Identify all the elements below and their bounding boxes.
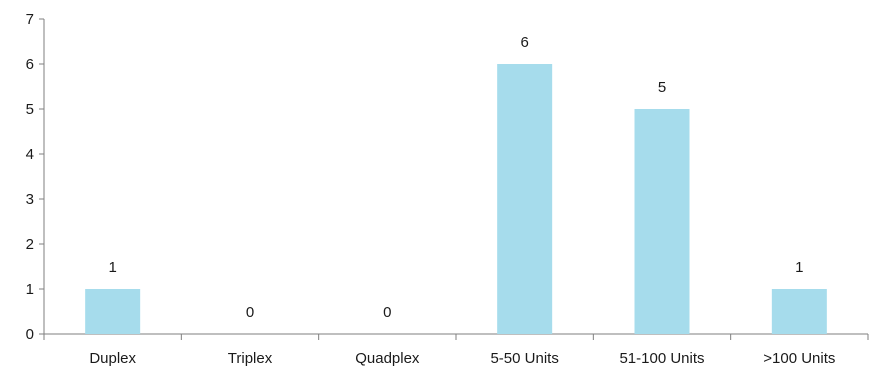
x-tick-label: Triplex bbox=[228, 350, 273, 367]
bar bbox=[497, 64, 553, 334]
y-tick-label: 4 bbox=[26, 146, 34, 163]
y-tick-label: 6 bbox=[26, 56, 34, 73]
y-tick-label: 2 bbox=[26, 236, 34, 253]
y-axis: 0 1 2 3 4 5 6 7 bbox=[26, 11, 45, 343]
y-tick-label: 3 bbox=[26, 191, 34, 208]
data-label: 1 bbox=[108, 259, 116, 276]
y-tick-label: 0 bbox=[26, 326, 34, 343]
bar bbox=[634, 109, 690, 334]
y-tick-label: 5 bbox=[26, 101, 34, 118]
data-label: 0 bbox=[246, 304, 254, 321]
data-label: 6 bbox=[520, 34, 528, 51]
x-tick-label: Quadplex bbox=[355, 350, 420, 367]
x-axis: Duplex Triplex Quadplex 5-50 Units 51-100 Un… bbox=[43, 333, 869, 367]
x-tick-label: >100 Units bbox=[763, 350, 835, 367]
data-label: 1 bbox=[795, 259, 803, 276]
x-tick-label: Duplex bbox=[89, 350, 136, 367]
bars bbox=[85, 64, 827, 334]
data-label: 5 bbox=[658, 79, 666, 96]
x-tick-label: 5-50 Units bbox=[490, 350, 558, 367]
y-tick-label: 7 bbox=[26, 11, 34, 28]
data-label: 0 bbox=[383, 304, 391, 321]
y-tick-label: 1 bbox=[26, 281, 34, 298]
bar bbox=[771, 289, 827, 334]
bar bbox=[85, 289, 141, 334]
data-labels: 1 0 0 6 5 1 bbox=[108, 34, 803, 321]
x-tick-label: 51-100 Units bbox=[619, 350, 704, 367]
